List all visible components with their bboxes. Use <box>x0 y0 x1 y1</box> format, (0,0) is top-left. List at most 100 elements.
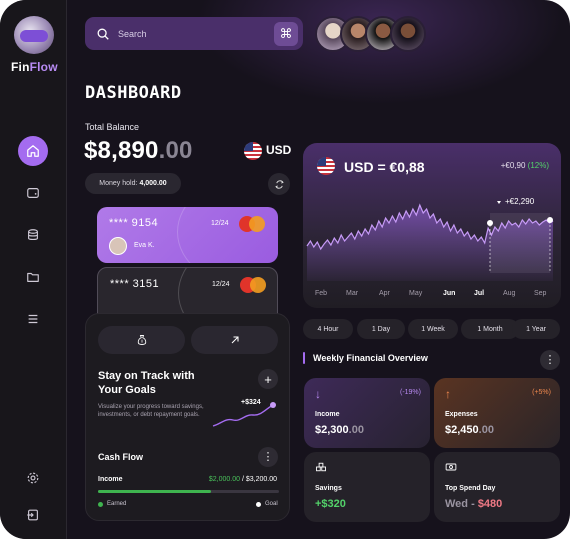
month-label: Apr <box>379 290 390 297</box>
search-input[interactable]: Search <box>118 28 147 39</box>
income-decimals: .00 <box>348 424 364 436</box>
month-label: Feb <box>315 290 328 297</box>
range-button[interactable]: 1 Month <box>461 319 519 339</box>
goal-legend-label: Goal <box>265 501 278 507</box>
range-button[interactable]: 4 Hour <box>303 319 353 339</box>
month-label: Mar <box>346 290 359 297</box>
expenses-change-pct: (+5%) <box>532 389 551 396</box>
arrow-up-right-icon <box>231 336 239 344</box>
card-expiry: 12/24 <box>211 220 229 227</box>
cash-flow-income-label: Income <box>98 476 123 483</box>
rate-change-value: +€0,90 <box>500 161 526 170</box>
cash-flow-progress-bar <box>98 490 279 493</box>
brand-name: FinFlow <box>11 60 58 74</box>
earned-value: $2,000.00 <box>208 476 240 483</box>
money-hold-value: 4,000.00 <box>139 180 167 187</box>
expenses-stat-card[interactable]: ↑ (+5%) Expenses $2,450.00 <box>434 378 560 448</box>
us-flag-icon <box>317 157 335 175</box>
currency-selector[interactable]: USD <box>266 143 292 157</box>
savings-stat-card[interactable]: Savings +$320 <box>304 452 430 522</box>
weekly-overview-more-button[interactable]: ⋮ <box>540 350 560 370</box>
more-vertical-icon: ⋮ <box>544 353 556 366</box>
range-button[interactable]: 1 Day <box>357 319 405 339</box>
cash-flow-more-button[interactable]: ⋮ <box>258 447 278 467</box>
bank-card-primary[interactable]: **** 9154 12/24 Eva K. <box>97 207 278 263</box>
arrow-up-icon: ↑ <box>445 387 451 401</box>
card-decoration <box>177 207 278 263</box>
exchange-rate-card: +€2,290 USD = €0,88 +€0,90 (12%) Feb Mar A… <box>303 143 561 308</box>
month-label: Sep <box>534 290 547 297</box>
cash-flow-values: $2,000.00 / $3,200.00 <box>209 476 277 483</box>
sidebar: FinFlow <box>0 0 67 539</box>
search-bar[interactable]: Search ⌘ <box>85 17 303 50</box>
expenses-decimals: .00 <box>478 424 494 436</box>
cash-flow-progress-fill <box>98 490 212 493</box>
goals-description: Visualize your progress toward savings, … <box>98 404 204 418</box>
section-accent-bar <box>303 352 305 364</box>
goal-legend-dot <box>256 502 261 507</box>
expenses-label: Expenses <box>445 411 478 418</box>
avatar[interactable] <box>390 16 426 52</box>
cash-icon <box>445 463 457 471</box>
earned-legend-label: Earned <box>107 501 127 507</box>
sidebar-item-folder[interactable] <box>18 262 48 292</box>
range-button[interactable]: 1 Year <box>512 319 560 339</box>
settings-button[interactable] <box>18 463 48 493</box>
command-shortcut-button[interactable]: ⌘ <box>274 22 298 46</box>
rate-area <box>307 205 553 281</box>
brand-part-fin: Fin <box>11 60 30 74</box>
top-spend-sep: - <box>468 498 478 510</box>
rate-change: +€0,90 (12%) <box>501 161 549 170</box>
expenses-whole: $2,450 <box>445 424 479 436</box>
coins-icon <box>316 462 326 472</box>
top-spend-amount: $480 <box>477 498 503 510</box>
top-spend-day-value: Wed - $480 <box>445 498 502 510</box>
range-start-point[interactable] <box>487 220 493 226</box>
income-stat-card[interactable]: ↓ (-19%) Income $2,300.00 <box>304 378 430 448</box>
top-spend-day: Wed <box>445 498 469 510</box>
top-spend-day-label: Top Spend Day <box>445 485 496 492</box>
goal-progress-sparkline <box>212 402 276 427</box>
sidebar-item-database[interactable] <box>18 220 48 250</box>
income-change-pct: (-19%) <box>399 389 421 396</box>
logout-button[interactable] <box>18 500 48 530</box>
money-hold-label: Money hold: <box>99 180 138 187</box>
money-bag-button[interactable] <box>98 326 185 354</box>
card-number: **** 3151 <box>110 278 160 290</box>
income-label: Income <box>315 411 340 418</box>
range-button[interactable]: 1 Week <box>408 319 458 339</box>
more-vertical-icon: ⋮ <box>262 450 274 463</box>
settings-icon <box>27 472 39 484</box>
cash-flow-title: Cash Flow <box>98 452 144 462</box>
card-decoration <box>178 268 277 322</box>
sidebar-item-wallet[interactable] <box>18 178 48 208</box>
rate-line <box>306 203 554 251</box>
mastercard-logo-icon <box>250 277 266 293</box>
sidebar-item-menu[interactable] <box>18 304 48 334</box>
range-end-point[interactable] <box>547 217 553 223</box>
total-balance-label: Total Balance <box>85 122 140 132</box>
month-label: Jun <box>443 290 456 297</box>
rate-change-pct: (12%) <box>527 161 549 170</box>
money-bag-icon <box>137 335 146 345</box>
mastercard-logo-icon <box>249 216 265 232</box>
card-holder: Eva K. <box>134 242 155 249</box>
expenses-value: $2,450.00 <box>445 424 494 436</box>
database-icon <box>28 229 38 241</box>
transfer-button[interactable] <box>191 326 278 354</box>
value-separator: / <box>240 476 246 483</box>
sidebar-item-home[interactable] <box>18 136 48 166</box>
add-goal-button[interactable]: + <box>258 369 278 389</box>
swap-currency-button[interactable] <box>268 173 290 195</box>
menu-icon <box>28 314 38 324</box>
folder-icon <box>27 272 39 282</box>
month-label: Aug <box>503 290 516 297</box>
swap-icon <box>274 179 284 189</box>
exchange-rate-chart: +€2,290 <box>306 197 554 281</box>
money-hold-badge: Money hold: 4,000.00 <box>85 173 181 194</box>
goals-panel: Stay on Track with Your Goals Visualize … <box>85 313 290 521</box>
home-icon <box>27 145 39 157</box>
top-spend-day-card[interactable]: Top Spend Day Wed - $480 <box>434 452 560 522</box>
marker-value: +€2,290 <box>505 197 535 206</box>
